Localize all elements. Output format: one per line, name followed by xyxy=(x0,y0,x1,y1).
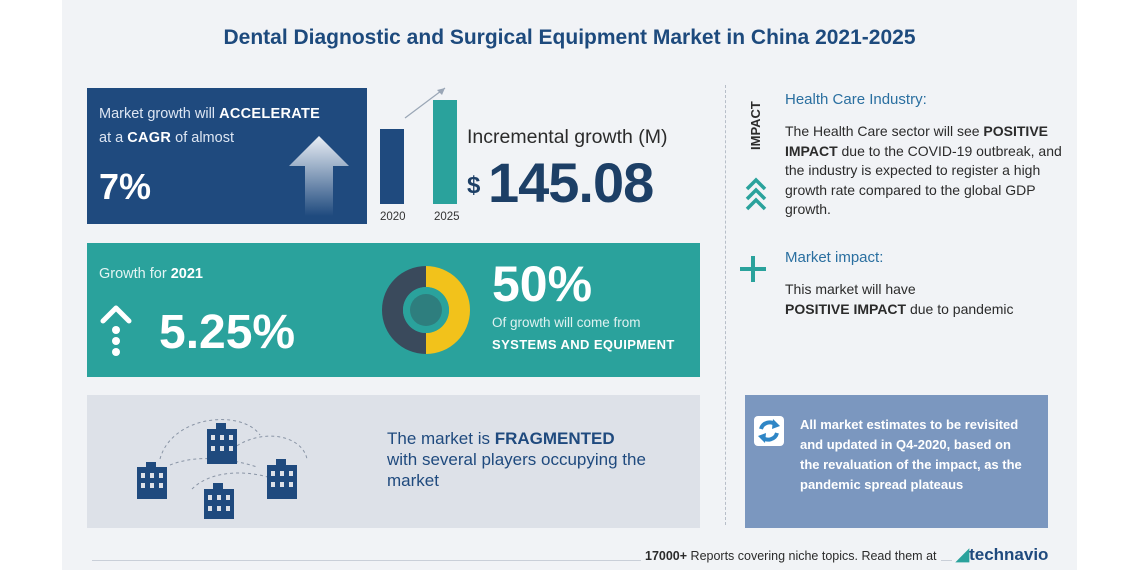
industry-text-1: The Health Care sector will see xyxy=(785,123,984,139)
segment-donut-chart xyxy=(382,266,470,354)
accelerate-text: ACCELERATE xyxy=(219,106,321,122)
fragmented-box: The market is FRAGMENTED with several pla… xyxy=(87,395,700,528)
growth-bars-graphic xyxy=(380,87,457,204)
growth-label-year: 2021 xyxy=(170,266,203,282)
cagr-line-1: Market growth will ACCELERATE xyxy=(99,106,320,122)
fragmented-prefix: The market is xyxy=(387,429,495,448)
cagr-line-2-prefix: at a xyxy=(99,130,128,146)
impact-vertical-label: IMPACT xyxy=(748,101,763,150)
up-arrow-icon xyxy=(289,136,349,216)
industry-strong: POSITIVE IMPACT xyxy=(785,123,1048,159)
incremental-growth-label: Incremental growth (M) xyxy=(467,126,668,148)
market-strong: POSITIVE IMPACT xyxy=(785,300,907,317)
column-divider xyxy=(725,85,726,525)
bar-label-2025: 2025 xyxy=(434,211,460,223)
growth-band: Growth for 2021 5.25% 50% Of growth will… xyxy=(87,243,700,377)
donut-core xyxy=(410,294,442,326)
incremental-growth-value: 145.08 xyxy=(488,151,654,214)
industry-text-2: due to the COVID-19 outbreak, and the in… xyxy=(785,142,1062,218)
industry-heading: Health Care Industry: xyxy=(785,91,927,108)
fragmented-suffix: with several players occupying the marke… xyxy=(387,450,646,490)
incremental-currency: $ xyxy=(467,172,481,199)
note-text: All market estimates to be revisited and… xyxy=(800,417,1022,492)
bar-2020 xyxy=(380,129,404,204)
cagr-box: Market growth will ACCELERATE at a CAGR … xyxy=(87,88,367,224)
brand-logo[interactable]: ◢technavio xyxy=(952,545,1053,565)
footer-text-body: Reports covering niche topics. Read them… xyxy=(687,549,937,563)
dotted-up-arrow-icon xyxy=(100,305,132,356)
brand-mark-icon: ◢ xyxy=(956,545,970,564)
cagr-line-2: at a CAGR of almost xyxy=(99,130,234,146)
refresh-icon xyxy=(754,416,784,446)
bar-label-2020: 2020 xyxy=(380,211,406,223)
cagr-text: CAGR xyxy=(127,130,172,146)
donut-segment-other xyxy=(382,266,426,354)
plus-icon xyxy=(740,256,766,282)
growth-2021-value: 5.25% xyxy=(159,306,296,359)
market-text-2: due to pandemic xyxy=(906,300,1014,317)
segment-percent: 50% xyxy=(492,256,593,312)
cagr-value: 7% xyxy=(99,166,152,207)
trend-arrow-line xyxy=(404,87,446,119)
cagr-line-1-text: Market growth will xyxy=(99,106,220,122)
trend-arrow-head xyxy=(437,88,445,95)
segment-description: Of growth will come from xyxy=(492,315,641,330)
segment-name: SYSTEMS AND EQUIPMENT xyxy=(492,337,675,352)
double-chevron-up-icon xyxy=(745,177,767,211)
fragmented-text: The market is FRAGMENTED with several pla… xyxy=(387,428,697,491)
bar-2025 xyxy=(433,100,457,204)
market-text-1: This market will have xyxy=(785,281,916,297)
note-box: All market estimates to be revisited and… xyxy=(745,395,1048,528)
footer-text: 17000+ Reports covering niche topics. Re… xyxy=(641,549,941,563)
footer-divider xyxy=(92,560,1035,561)
page-title: Dental Diagnostic and Surgical Equipment… xyxy=(223,26,916,49)
market-impact-text: This market will have POSITIVE IMPACT due… xyxy=(785,280,1075,319)
buildings-network-icon xyxy=(137,419,308,519)
market-impact-heading: Market impact: xyxy=(785,249,884,266)
growth-label-prefix: Growth for xyxy=(99,266,171,282)
impact-vertical-text: IMPACT xyxy=(748,101,763,150)
industry-text: The Health Care sector will see POSITIVE… xyxy=(785,122,1075,220)
brand-name: technavio xyxy=(969,545,1049,564)
footer-strong: 17000+ xyxy=(645,549,688,563)
fragmented-strong: FRAGMENTED xyxy=(494,429,615,448)
growth-2021-label: Growth for 2021 xyxy=(99,266,203,282)
donut-segment-systems xyxy=(426,266,470,354)
cagr-line-2-suffix: of almost xyxy=(171,130,234,146)
